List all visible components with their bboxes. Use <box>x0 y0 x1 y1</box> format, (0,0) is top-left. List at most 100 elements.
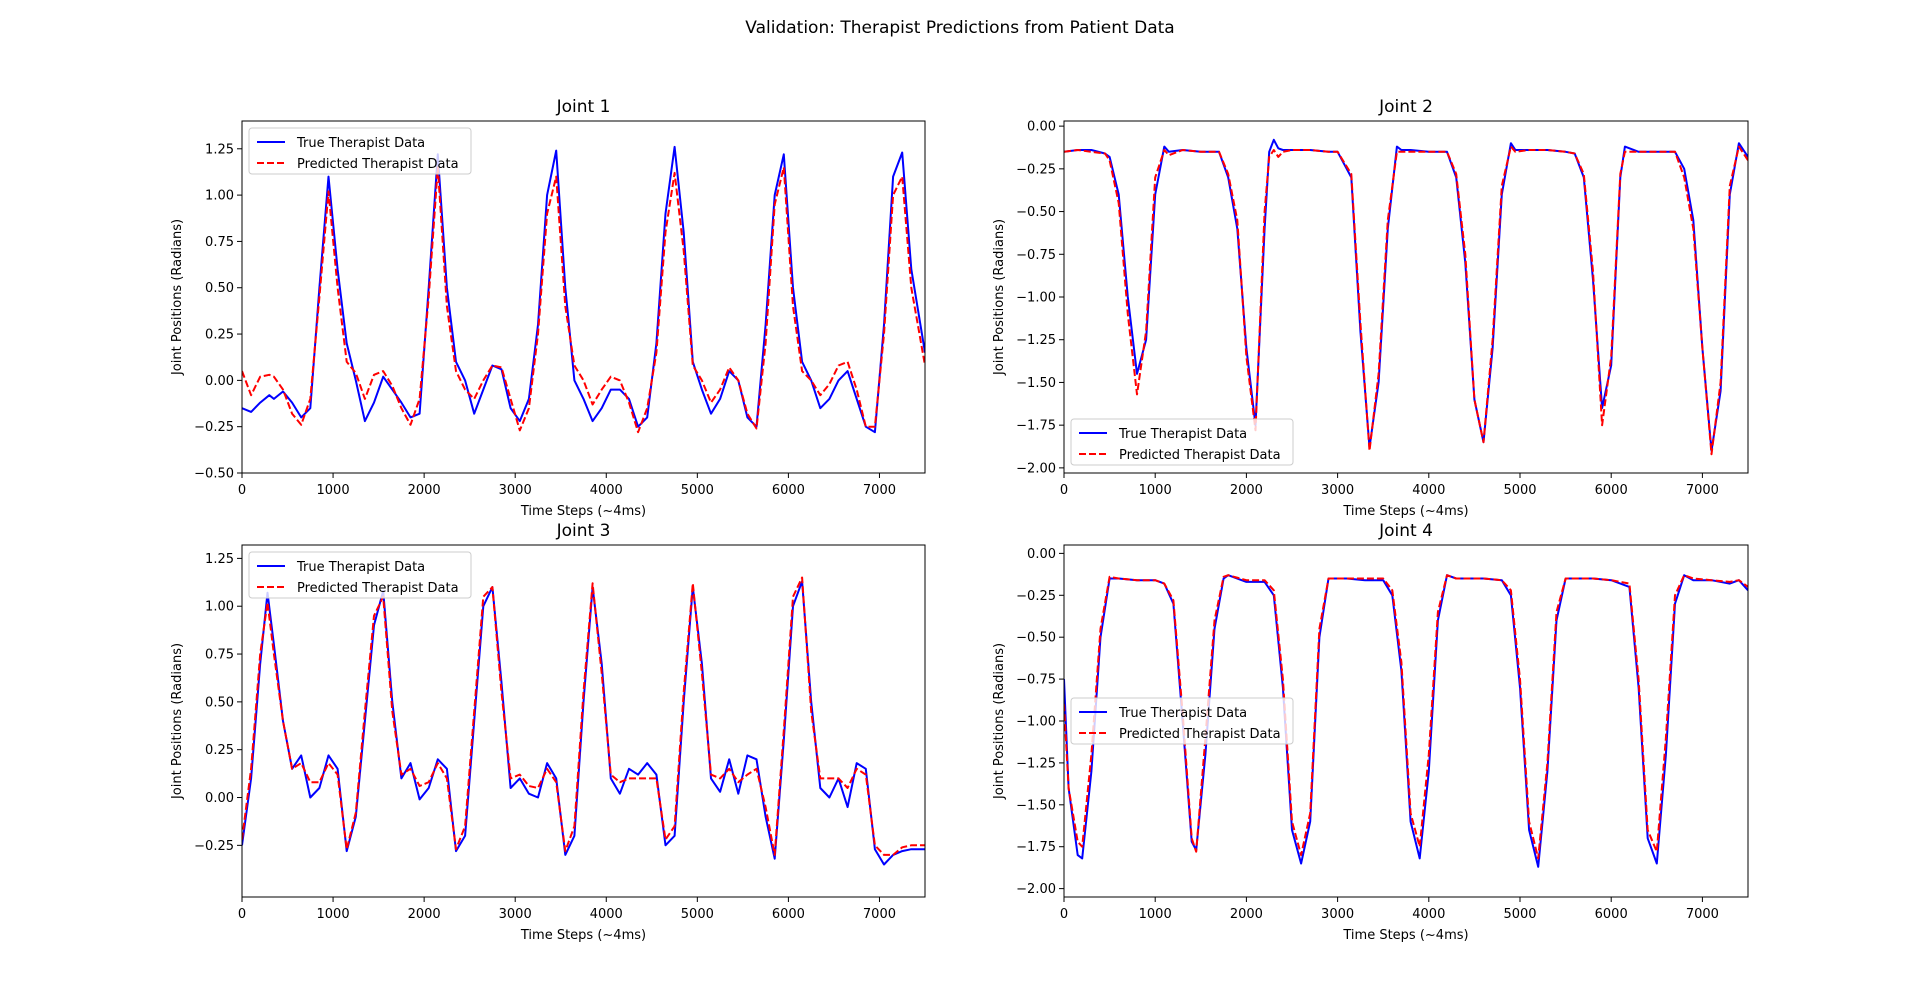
x-tick-label: 1000 <box>1139 483 1172 498</box>
x-tick-label: 7000 <box>863 483 896 498</box>
x-tick-label: 7000 <box>863 907 896 922</box>
legend-true-label: True Therapist Data <box>1118 706 1247 721</box>
predicted-series-line <box>1064 145 1748 456</box>
legend-predicted-label: Predicted Therapist Data <box>1119 448 1281 463</box>
y-tick-label: −1.75 <box>1016 840 1056 855</box>
x-tick-label: 5000 <box>1503 483 1536 498</box>
y-tick-label: 0.00 <box>205 374 234 389</box>
y-tick-label: −0.25 <box>1016 589 1056 604</box>
x-tick-label: 2000 <box>1230 907 1263 922</box>
legend: True Therapist Data Predicted Therapist D… <box>1070 697 1294 745</box>
x-tick-label: 4000 <box>590 483 623 498</box>
y-tick-label: −0.25 <box>1016 162 1056 177</box>
x-tick-label: 4000 <box>1412 907 1445 922</box>
y-tick-label: 0.75 <box>205 235 234 250</box>
x-tick-label: 5000 <box>681 907 714 922</box>
y-axis-label: Joint Positions (Radians) <box>170 219 185 376</box>
y-tick-label: −1.00 <box>1016 291 1056 306</box>
legend-true-label: True Therapist Data <box>1118 427 1247 442</box>
y-tick-label: −0.50 <box>194 467 234 482</box>
legend-box <box>248 551 472 599</box>
x-tick-label: 3000 <box>1321 483 1354 498</box>
x-tick-label: 7000 <box>1686 483 1719 498</box>
x-tick-label: 3000 <box>1321 907 1354 922</box>
y-tick-label: 0.00 <box>205 791 234 806</box>
y-axis-label: Joint Positions (Radians) <box>170 643 185 800</box>
subplot-grid: Joint 1 0 1000 2000 3000 4000 5000 6000 7000 −0.5… <box>170 97 1749 943</box>
y-tick-label: −1.25 <box>1016 333 1056 348</box>
y-tick-label: −1.00 <box>1016 715 1056 730</box>
x-axis-label: Time Steps (~4ms) <box>1342 504 1468 519</box>
y-tick-label: −2.00 <box>1016 461 1056 476</box>
x-axis-label: Time Steps (~4ms) <box>520 928 646 943</box>
x-tick-label: 3000 <box>499 907 532 922</box>
x-tick-label: 6000 <box>1595 907 1628 922</box>
y-tick-label: −0.50 <box>1016 205 1056 220</box>
x-tick-label: 2000 <box>408 483 441 498</box>
predicted-series-line <box>242 166 925 434</box>
legend: True Therapist Data Predicted Therapist D… <box>248 551 472 599</box>
figure-title: Validation: Therapist Predictions from P… <box>745 18 1174 38</box>
x-tick-label: 6000 <box>772 907 805 922</box>
y-tick-label: −1.25 <box>1016 756 1056 771</box>
legend: True Therapist Data Predicted Therapist D… <box>1070 418 1294 466</box>
legend-true-label: True Therapist Data <box>296 136 425 151</box>
y-tick-label: 0.75 <box>205 648 234 663</box>
subplot-joint-2: Joint 2 0 1000 2000 3000 4000 5000 6000 7000 −2.0… <box>992 97 1749 519</box>
x-tick-label: 5000 <box>1503 907 1536 922</box>
subplot-title: Joint 3 <box>556 521 611 541</box>
y-tick-label: −0.25 <box>194 420 234 435</box>
x-tick-label: 4000 <box>1412 483 1445 498</box>
y-tick-label: 1.00 <box>205 189 234 204</box>
axes-frame <box>241 120 926 474</box>
legend-box <box>1070 697 1294 745</box>
y-tick-label: 1.00 <box>205 600 234 615</box>
x-axis-label: Time Steps (~4ms) <box>520 504 646 519</box>
y-tick-label: 0.50 <box>205 281 234 296</box>
x-tick-label: 1000 <box>1139 907 1172 922</box>
y-tick-label: −0.50 <box>1016 631 1056 646</box>
y-tick-label: −0.75 <box>1016 673 1056 688</box>
axes-frame <box>241 544 926 898</box>
true-series-line <box>1064 138 1748 452</box>
legend-true-label: True Therapist Data <box>296 560 425 575</box>
y-tick-label: 1.25 <box>205 142 234 157</box>
subplot-joint-3: Joint 3 0 1000 2000 3000 4000 5000 6000 7000 −0.2… <box>170 521 926 943</box>
x-tick-label: 2000 <box>408 907 441 922</box>
subplot-title: Joint 1 <box>556 97 611 117</box>
x-tick-label: 6000 <box>1595 483 1628 498</box>
y-tick-label: −1.75 <box>1016 419 1056 434</box>
legend-box <box>248 127 472 175</box>
legend-predicted-label: Predicted Therapist Data <box>297 581 459 596</box>
subplot-joint-1: Joint 1 0 1000 2000 3000 4000 5000 6000 7000 −0.5… <box>170 97 926 519</box>
y-tick-label: 0.00 <box>1027 120 1056 135</box>
x-tick-label: 1000 <box>317 483 350 498</box>
y-tick-label: −1.50 <box>1016 376 1056 391</box>
legend: True Therapist Data Predicted Therapist D… <box>248 127 472 175</box>
subplot-title: Joint 2 <box>1378 97 1433 117</box>
predicted-series-line <box>1064 574 1748 860</box>
y-axis-label: Joint Positions (Radians) <box>992 643 1007 800</box>
y-tick-label: 0.25 <box>205 743 234 758</box>
legend-predicted-label: Predicted Therapist Data <box>1119 727 1281 742</box>
x-tick-label: 4000 <box>590 907 623 922</box>
x-tick-label: 6000 <box>772 483 805 498</box>
y-tick-label: 0.50 <box>205 695 234 710</box>
y-tick-label: −2.00 <box>1016 882 1056 897</box>
y-tick-label: 0.25 <box>205 328 234 343</box>
y-tick-label: 1.25 <box>205 552 234 567</box>
legend-box <box>1070 418 1294 466</box>
x-tick-label: 2000 <box>1230 483 1263 498</box>
x-axis-label: Time Steps (~4ms) <box>1342 928 1468 943</box>
subplot-title: Joint 4 <box>1378 521 1433 541</box>
y-tick-label: −1.50 <box>1016 798 1056 813</box>
x-tick-label: 3000 <box>499 483 532 498</box>
legend-predicted-label: Predicted Therapist Data <box>297 157 459 172</box>
x-tick-label: 0 <box>1060 907 1068 922</box>
x-tick-label: 0 <box>1060 483 1068 498</box>
y-tick-label: −0.25 <box>194 839 234 854</box>
x-tick-label: 5000 <box>681 483 714 498</box>
x-tick-label: 7000 <box>1686 907 1719 922</box>
y-tick-label: −0.75 <box>1016 248 1056 263</box>
